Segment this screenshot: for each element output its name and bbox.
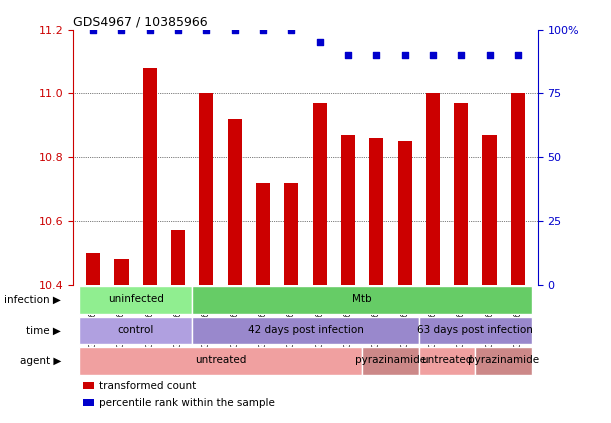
Point [456, 52, 466, 58]
FancyBboxPatch shape [419, 347, 475, 375]
Bar [511, 93, 525, 285]
Bar [171, 231, 185, 285]
FancyBboxPatch shape [362, 347, 419, 375]
FancyBboxPatch shape [192, 317, 419, 344]
Bar [398, 141, 412, 285]
FancyBboxPatch shape [192, 286, 532, 313]
Text: untreated: untreated [422, 355, 473, 365]
Point [117, 26, 126, 33]
FancyBboxPatch shape [475, 347, 532, 375]
FancyBboxPatch shape [79, 317, 192, 344]
Point [315, 39, 324, 46]
Point [88, 26, 98, 33]
Bar [82, 382, 94, 389]
Bar [86, 253, 100, 285]
Text: uninfected: uninfected [108, 294, 164, 304]
Bar [114, 259, 128, 285]
Point [400, 52, 409, 58]
Text: 63 days post infection: 63 days post infection [417, 325, 533, 335]
FancyBboxPatch shape [419, 317, 532, 344]
Bar [313, 103, 327, 285]
Bar [369, 138, 383, 285]
Point [258, 26, 268, 33]
Bar [341, 135, 355, 285]
Point [202, 26, 211, 33]
Point [173, 26, 183, 33]
Point [371, 52, 381, 58]
Bar [426, 93, 440, 285]
Text: time ▶: time ▶ [26, 325, 61, 335]
Bar [483, 135, 497, 285]
Text: agent ▶: agent ▶ [20, 356, 61, 366]
Text: 42 days post infection: 42 days post infection [247, 325, 364, 335]
Bar [284, 183, 298, 285]
FancyBboxPatch shape [79, 286, 192, 313]
Text: transformed count: transformed count [99, 381, 196, 391]
Bar [82, 399, 94, 406]
Text: pyrazinamide: pyrazinamide [468, 355, 540, 365]
Point [230, 26, 240, 33]
Bar [256, 183, 270, 285]
Point [428, 52, 438, 58]
Text: percentile rank within the sample: percentile rank within the sample [99, 398, 275, 408]
Bar [143, 68, 157, 285]
Text: untreated: untreated [195, 355, 246, 365]
Point [145, 26, 155, 33]
Point [485, 52, 494, 58]
Point [343, 52, 353, 58]
FancyBboxPatch shape [79, 347, 362, 375]
Text: GDS4967 / 10385966: GDS4967 / 10385966 [73, 16, 208, 28]
Text: Mtb: Mtb [353, 294, 372, 304]
Point [287, 26, 296, 33]
Bar [228, 119, 242, 285]
Point [513, 52, 523, 58]
Text: infection ▶: infection ▶ [4, 295, 61, 305]
Bar [454, 103, 468, 285]
Text: pyrazinamide: pyrazinamide [355, 355, 426, 365]
Bar [199, 93, 213, 285]
Text: control: control [117, 325, 154, 335]
